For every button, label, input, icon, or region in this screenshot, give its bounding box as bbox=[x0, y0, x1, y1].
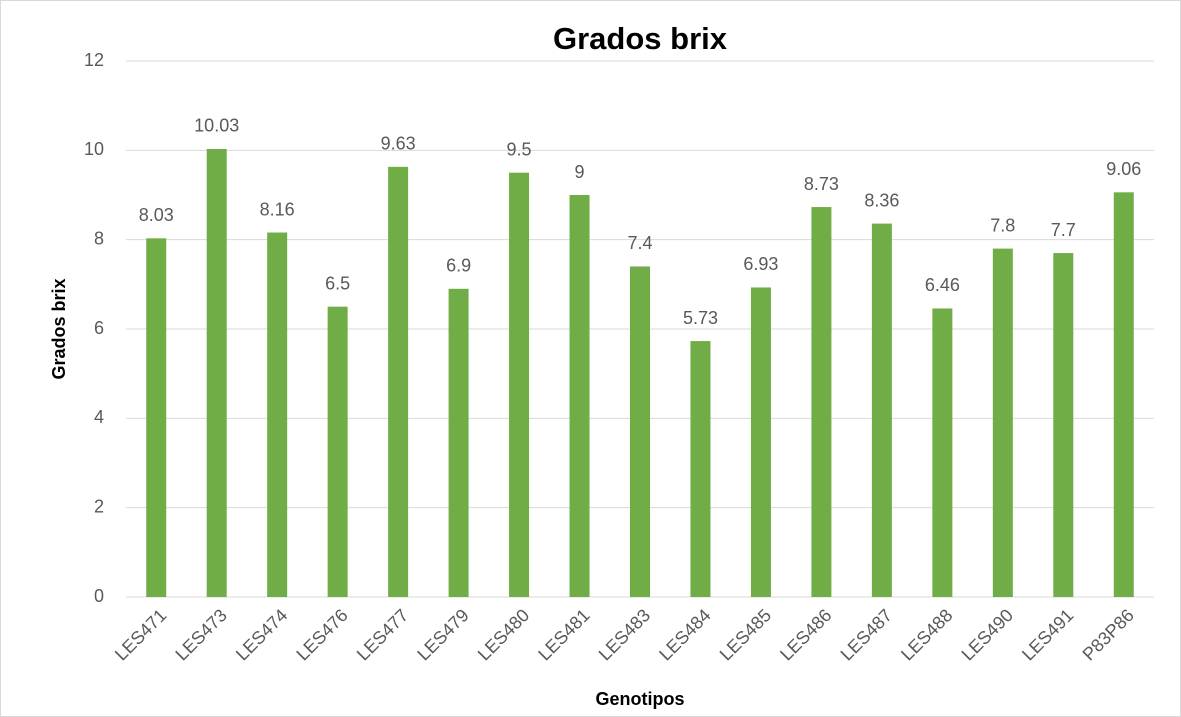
bar bbox=[630, 266, 650, 597]
data-label: 9.06 bbox=[1106, 159, 1141, 179]
bar bbox=[1113, 192, 1134, 597]
bar bbox=[509, 172, 530, 597]
bar bbox=[811, 207, 832, 597]
bar bbox=[1053, 253, 1074, 598]
data-label: 9 bbox=[575, 162, 585, 182]
bar bbox=[569, 195, 590, 597]
bar bbox=[932, 308, 953, 597]
data-label: 7.4 bbox=[627, 233, 652, 253]
bar bbox=[146, 238, 167, 597]
y-tick-label: 6 bbox=[94, 318, 104, 338]
y-tick-label: 2 bbox=[94, 496, 104, 516]
bar bbox=[327, 306, 348, 597]
chart-title: Grados brix bbox=[553, 21, 728, 56]
data-label: 10.03 bbox=[194, 116, 239, 136]
bar bbox=[388, 166, 409, 598]
data-label: 5.73 bbox=[683, 308, 718, 328]
y-tick-label: 12 bbox=[84, 50, 104, 70]
data-label: 6.93 bbox=[743, 254, 778, 274]
data-label: 8.73 bbox=[804, 174, 839, 194]
y-tick-label: 8 bbox=[94, 228, 104, 248]
data-label: 9.5 bbox=[507, 139, 532, 159]
data-label: 7.7 bbox=[1051, 220, 1076, 240]
y-axis-label: Grados brix bbox=[49, 278, 69, 379]
y-tick-label: 10 bbox=[84, 139, 104, 159]
bar bbox=[750, 287, 771, 597]
data-label: 6.9 bbox=[446, 256, 471, 276]
y-tick-label: 4 bbox=[94, 407, 104, 427]
bar bbox=[448, 288, 469, 597]
data-label: 6.46 bbox=[925, 275, 960, 295]
bar bbox=[871, 223, 892, 597]
bar bbox=[267, 232, 288, 597]
data-label: 7.8 bbox=[990, 215, 1015, 235]
x-axis-label: Genotipos bbox=[596, 689, 685, 709]
data-label: 8.03 bbox=[139, 205, 174, 225]
y-tick-label: 0 bbox=[94, 586, 104, 606]
data-label: 8.16 bbox=[260, 199, 295, 219]
data-label: 9.63 bbox=[381, 134, 416, 154]
bar bbox=[206, 148, 227, 597]
data-label: 8.36 bbox=[864, 190, 899, 210]
bar bbox=[992, 248, 1013, 597]
data-label: 6.5 bbox=[325, 273, 350, 293]
bar bbox=[690, 341, 711, 597]
